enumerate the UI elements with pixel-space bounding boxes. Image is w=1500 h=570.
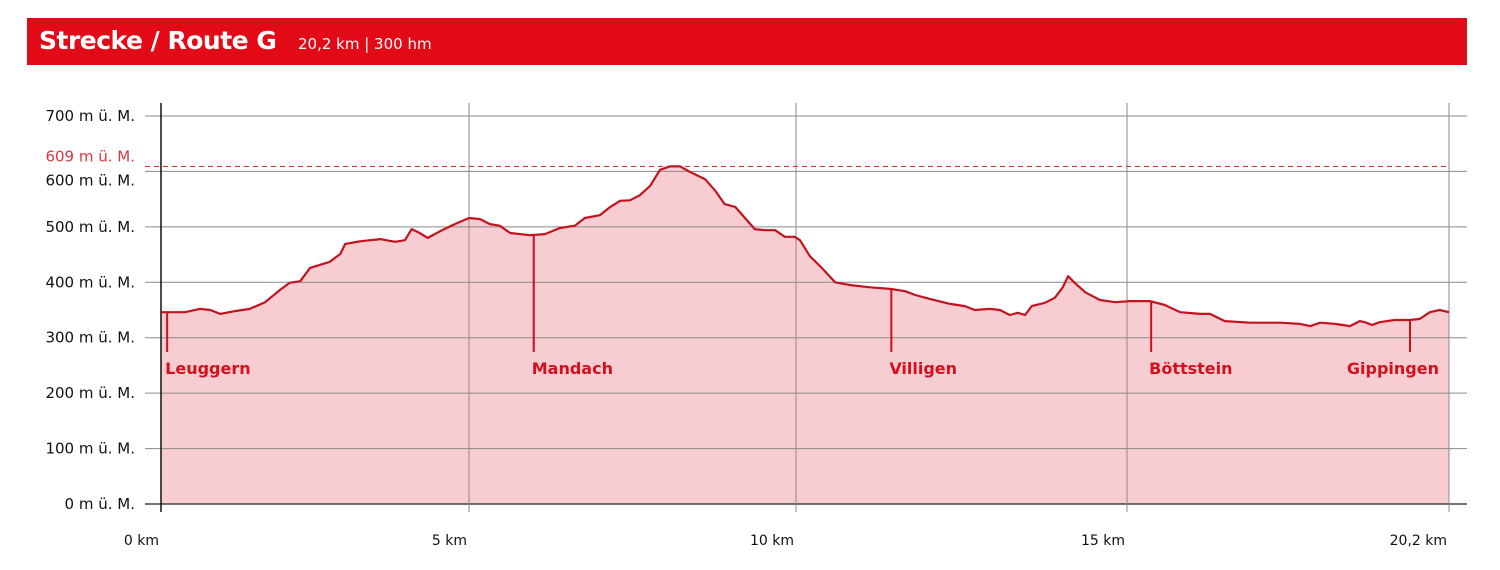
x-tick-label: 20,2 km <box>1390 533 1447 549</box>
profile-area <box>161 166 1449 504</box>
chart-subtitle: 20,2 km | 300 hm <box>298 35 432 53</box>
y-tick-label: 100 m ü. M. <box>45 440 135 458</box>
x-tick-label: 0 km <box>124 533 159 549</box>
town-label: Böttstein <box>1149 359 1232 378</box>
profile-line <box>161 165 1450 328</box>
x-tick-label: 10 km <box>750 533 794 549</box>
y-tick-label: 300 m ü. M. <box>45 329 135 347</box>
y-tick-label: 500 m ü. M. <box>45 218 135 236</box>
y-tick-label: 600 m ü. M. <box>45 171 135 189</box>
max-elevation-label: 609 m ü. M. <box>45 147 135 165</box>
chart-title: Strecke / Route G <box>39 26 277 55</box>
title-banner: Strecke / Route G 20,2 km | 300 hm <box>27 18 1467 65</box>
town-label: Gippingen <box>1347 359 1439 378</box>
x-tick-label: 15 km <box>1081 533 1125 549</box>
y-tick-label: 200 m ü. M. <box>45 384 135 402</box>
x-tick-label: 5 km <box>432 533 467 549</box>
town-label: Leuggern <box>165 359 250 378</box>
y-tick-label: 0 m ü. M. <box>65 495 135 513</box>
y-tick-label: 700 m ü. M. <box>45 107 135 125</box>
town-label: Mandach <box>532 359 613 378</box>
y-tick-label: 400 m ü. M. <box>45 273 135 291</box>
town-label: Villigen <box>889 359 957 378</box>
